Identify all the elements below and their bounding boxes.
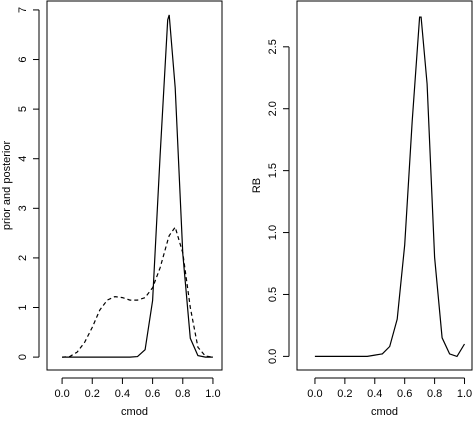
x-tick-label: 0.4 bbox=[115, 388, 130, 400]
x-tick-label: 0.8 bbox=[427, 388, 442, 400]
x-tick-label: 0.8 bbox=[175, 388, 190, 400]
x-tick-label: 0.6 bbox=[145, 388, 160, 400]
y-tick-label: 0.5 bbox=[267, 287, 279, 302]
y-tick-label: 7 bbox=[17, 7, 29, 13]
y-tick-label: 2 bbox=[17, 255, 29, 261]
x-tick-label: 0.6 bbox=[397, 388, 412, 400]
x-tick-label: 1.0 bbox=[457, 388, 472, 400]
plot-box bbox=[46, 0, 223, 371]
series-line bbox=[62, 225, 213, 358]
x-tick-label: 0.2 bbox=[337, 388, 352, 400]
y-tick-label: 2.5 bbox=[267, 39, 279, 54]
x-axis-label: cmod bbox=[371, 406, 398, 418]
x-tick-label: 0.4 bbox=[367, 388, 382, 400]
series-line bbox=[314, 16, 466, 358]
series-line bbox=[62, 14, 213, 358]
y-axis-label: RB bbox=[251, 178, 263, 193]
y-tick-label: 3 bbox=[17, 205, 29, 211]
y-tick-label: 2.0 bbox=[267, 101, 279, 116]
x-tick-label: 1.0 bbox=[205, 388, 220, 400]
y-tick-label: 0 bbox=[17, 354, 29, 360]
x-tick-label: 0.0 bbox=[54, 388, 69, 400]
y-tick-label: 1.0 bbox=[267, 225, 279, 240]
plot-box bbox=[296, 0, 473, 371]
y-tick-label: 5 bbox=[17, 106, 29, 112]
x-axis-label: cmod bbox=[121, 406, 148, 418]
y-tick-label: 1 bbox=[17, 304, 29, 310]
y-axis-label: prior and posterior bbox=[1, 141, 13, 231]
y-tick-label: 6 bbox=[17, 56, 29, 62]
x-tick-label: 0.2 bbox=[85, 388, 100, 400]
y-tick-label: 1.5 bbox=[267, 163, 279, 178]
x-tick-label: 0.0 bbox=[307, 388, 322, 400]
y-tick-label: 0.0 bbox=[267, 349, 279, 364]
y-tick-label: 4 bbox=[17, 156, 29, 162]
